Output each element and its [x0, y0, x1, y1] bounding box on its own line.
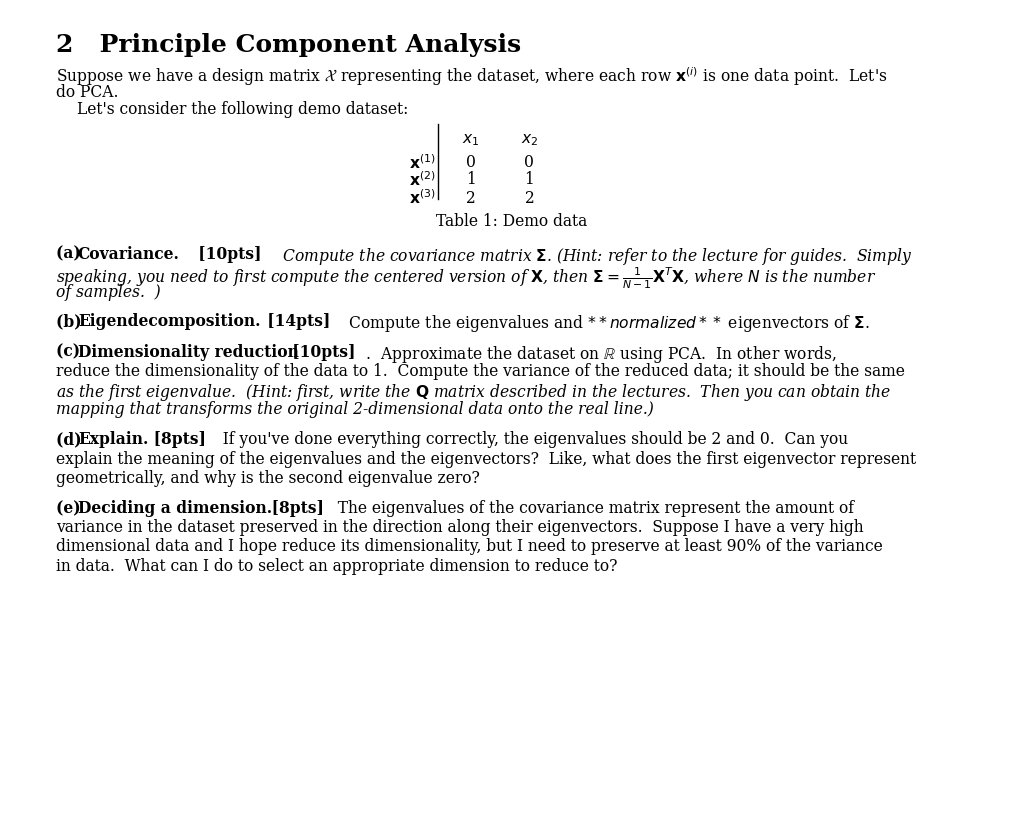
Text: Covariance.: Covariance. — [78, 246, 179, 263]
Text: Eigendecomposition.: Eigendecomposition. — [78, 314, 260, 330]
Text: [14pts]: [14pts] — [262, 314, 331, 330]
Text: [8pts]: [8pts] — [143, 431, 207, 448]
Text: explain the meaning of the eigenvalues and the eigenvectors?  Like, what does th: explain the meaning of the eigenvalues a… — [56, 451, 916, 467]
Text: 2   Principle Component Analysis: 2 Principle Component Analysis — [56, 33, 521, 58]
Text: Table 1: Demo data: Table 1: Demo data — [436, 213, 588, 230]
Text: 1: 1 — [524, 171, 535, 188]
Text: (b): (b) — [56, 314, 87, 330]
Text: Explain.: Explain. — [78, 431, 148, 448]
Text: 2: 2 — [466, 190, 476, 206]
Text: $x_2$: $x_2$ — [521, 131, 538, 148]
Text: mapping that transforms the original 2-dimensional data onto the real line.): mapping that transforms the original 2-d… — [56, 401, 654, 418]
Text: speaking, you need to first compute the centered version of $\mathbf{X}$, then $: speaking, you need to first compute the … — [56, 265, 877, 291]
Text: (d): (d) — [56, 431, 87, 448]
Text: reduce the dimensionality of the data to 1.  Compute the variance of the reduced: reduce the dimensionality of the data to… — [56, 363, 905, 380]
Text: (a): (a) — [56, 246, 87, 263]
Text: If you've done everything correctly, the eigenvalues should be 2 and 0.  Can you: If you've done everything correctly, the… — [213, 431, 848, 448]
Text: The eigenvalues of the covariance matrix represent the amount of: The eigenvalues of the covariance matrix… — [328, 500, 854, 517]
Text: $\mathbf{x}^{(1)}$: $\mathbf{x}^{(1)}$ — [409, 154, 435, 172]
Text: do PCA.: do PCA. — [56, 84, 119, 100]
Text: Deciding a dimension.: Deciding a dimension. — [78, 500, 272, 517]
Text: Suppose we have a design matrix $\mathcal{X}$ representing the dataset, where ea: Suppose we have a design matrix $\mathca… — [56, 65, 888, 88]
Text: .  Approximate the dataset on $\mathbb{R}$ using PCA.  In other words,: . Approximate the dataset on $\mathbb{R}… — [356, 344, 837, 364]
Text: [10pts]: [10pts] — [193, 246, 261, 263]
Text: $\mathbf{x}^{(3)}$: $\mathbf{x}^{(3)}$ — [409, 190, 435, 208]
Text: Dimensionality reduction: Dimensionality reduction — [78, 344, 299, 360]
Text: (e): (e) — [56, 500, 86, 517]
Text: dimensional data and I hope reduce its dimensionality, but I need to preserve at: dimensional data and I hope reduce its d… — [56, 538, 883, 555]
Text: as the first eigenvalue.  (Hint: first, write the $\mathbf{Q}$ matrix described : as the first eigenvalue. (Hint: first, w… — [56, 382, 892, 403]
Text: Let's consider the following demo dataset:: Let's consider the following demo datase… — [77, 101, 409, 118]
Text: Compute the eigenvalues and $**\mathit{normalized}**$ eigenvectors of $\boldsymb: Compute the eigenvalues and $**\mathit{n… — [334, 314, 869, 334]
Text: 0: 0 — [466, 154, 476, 171]
Text: 2: 2 — [524, 190, 535, 206]
Text: in data.  What can I do to select an appropriate dimension to reduce to?: in data. What can I do to select an appr… — [56, 558, 617, 574]
Text: 0: 0 — [524, 154, 535, 171]
Text: $\mathbf{x}^{(2)}$: $\mathbf{x}^{(2)}$ — [409, 171, 435, 190]
Text: geometrically, and why is the second eigenvalue zero?: geometrically, and why is the second eig… — [56, 470, 480, 487]
Text: variance in the dataset preserved in the direction along their eigenvectors.  Su: variance in the dataset preserved in the… — [56, 519, 864, 536]
Text: [10pts]: [10pts] — [287, 344, 355, 360]
Text: $x_1$: $x_1$ — [462, 131, 480, 148]
Text: (c): (c) — [56, 344, 86, 360]
Text: 1: 1 — [466, 171, 476, 188]
Text: [8pts]: [8pts] — [261, 500, 325, 517]
Text: Compute the covariance matrix $\boldsymbol{\Sigma}$. (Hint: refer to the lecture: Compute the covariance matrix $\boldsymb… — [268, 246, 912, 267]
Text: of samples.  ): of samples. ) — [56, 284, 161, 301]
